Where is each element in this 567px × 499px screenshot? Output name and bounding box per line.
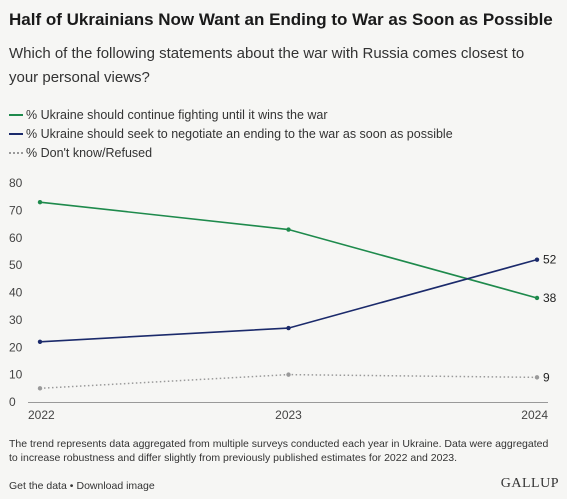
legend-swatch-continue-fighting xyxy=(9,113,23,116)
data-point-series-2 xyxy=(534,375,540,380)
y-tick-label: 60 xyxy=(9,231,23,245)
legend-label-dont-know: % Don't know/Refused xyxy=(26,145,153,160)
y-tick-label: 30 xyxy=(9,313,23,327)
data-point-series-1 xyxy=(534,257,540,262)
end-value-label-series-2: 9 xyxy=(543,370,550,384)
footer: Get the data • Download image xyxy=(9,480,558,492)
legend-label-negotiate: % Ukraine should seek to negotiate an en… xyxy=(26,126,453,141)
gallup-logo: GALLUP xyxy=(500,476,559,491)
footer-separator: • xyxy=(69,480,74,492)
data-point-series-1 xyxy=(37,339,43,344)
series-line-0 xyxy=(39,201,538,299)
y-tick-label: 80 xyxy=(9,176,23,190)
data-point-series-0 xyxy=(286,227,291,232)
chart-title: Half of Ukrainians Now Want an Ending to… xyxy=(9,10,553,29)
end-value-label-series-1: 52 xyxy=(543,253,557,267)
y-tick-label: 40 xyxy=(9,286,23,300)
download-image-link[interactable]: Download image xyxy=(76,480,155,492)
data-point-series-2 xyxy=(37,386,43,391)
y-tick-label: 10 xyxy=(9,368,23,382)
y-tick-label: 50 xyxy=(9,258,23,272)
legend-label-continue-fighting: % Ukraine should continue fighting until… xyxy=(26,107,328,122)
legend-item-dont-know: % Don't know/Refused xyxy=(9,143,453,162)
data-point-series-0 xyxy=(37,199,43,205)
get-data-link[interactable]: Get the data xyxy=(9,480,67,492)
line-chart: 0 10 20 30 40 50 60 70 80 2022 2023 2024 38 52 9 xyxy=(9,176,557,422)
chart-subtitle: Which of the following statements about … xyxy=(9,45,525,86)
legend-item-continue-fighting: % Ukraine should continue fighting until… xyxy=(9,105,453,124)
x-tick-label: 2024 xyxy=(521,408,548,422)
footnote: The trend represents data aggregated fro… xyxy=(9,438,549,464)
y-tick-label: 70 xyxy=(9,203,23,217)
legend-swatch-dont-know xyxy=(9,151,23,154)
x-tick-label: 2023 xyxy=(275,408,302,422)
end-value-label-series-0: 38 xyxy=(543,291,557,305)
x-tick-label: 2022 xyxy=(28,408,55,422)
legend-swatch-negotiate xyxy=(9,132,23,135)
data-point-series-0 xyxy=(534,295,540,301)
legend-item-negotiate: % Ukraine should seek to negotiate an en… xyxy=(9,124,453,143)
y-tick-label: 0 xyxy=(9,395,16,409)
data-point-series-2 xyxy=(286,372,291,377)
legend: % Ukraine should continue fighting until… xyxy=(9,105,453,162)
data-point-series-1 xyxy=(286,325,291,331)
y-tick-label: 20 xyxy=(9,340,23,354)
